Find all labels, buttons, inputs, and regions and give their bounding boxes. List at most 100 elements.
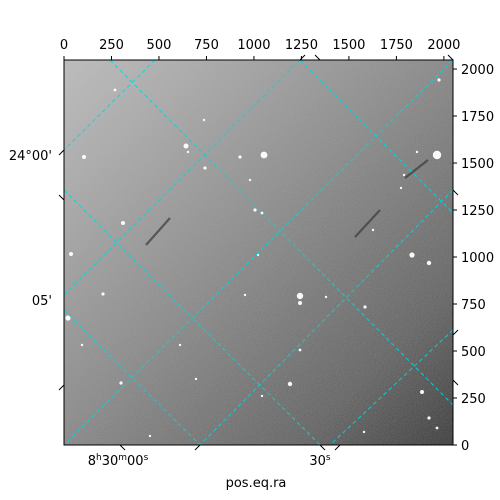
top-tick-label: 250 [99, 38, 124, 53]
frame-tick-mark [58, 194, 65, 201]
star [260, 211, 264, 215]
bottom-axis: 8h30m00s 30s [88, 453, 331, 469]
right-tick-label: 1000 [461, 251, 494, 266]
grid-line [64, 309, 201, 445]
grid-line [299, 60, 453, 214]
frame-tick-mark [119, 444, 126, 451]
right-axis: 0 250 500 750 1000 1250 1500 1750 2000 [453, 63, 494, 454]
star [80, 343, 84, 347]
plot-frame [63, 59, 454, 446]
grid-line [64, 189, 321, 445]
star [113, 88, 117, 92]
star [298, 301, 302, 305]
star [437, 78, 441, 82]
star [248, 178, 252, 182]
frame-tick-mark [452, 379, 459, 386]
frame-tick-mark [194, 444, 201, 451]
star [121, 221, 125, 225]
star [409, 252, 415, 258]
star [287, 381, 293, 387]
top-tick-label: 1000 [237, 38, 270, 53]
unit-superscript: h [96, 453, 102, 463]
star [82, 155, 86, 159]
star-field [65, 78, 442, 438]
star [238, 155, 242, 159]
left-tick-label: 24°00' [9, 149, 52, 164]
bottom-tick-label: 8h30m00s [88, 453, 149, 469]
right-tick-label: 750 [461, 298, 486, 313]
frame-tick-mark [299, 54, 306, 61]
star [202, 118, 206, 122]
star [399, 186, 403, 190]
star [256, 253, 260, 257]
unit-value: 8 [88, 454, 96, 469]
streak [145, 217, 171, 246]
grid-line [329, 329, 453, 445]
star [415, 150, 419, 154]
frame-tick-mark [319, 444, 326, 451]
star [119, 381, 123, 385]
frame-tick-mark [452, 189, 459, 196]
top-tick-label: 1750 [380, 38, 413, 53]
frame-tick-mark [334, 444, 341, 451]
frame-tick-mark [58, 149, 65, 156]
star [203, 166, 207, 170]
star [101, 292, 105, 296]
bottom-tick-label: 30s [309, 453, 331, 469]
right-tick-label: 2000 [461, 63, 494, 78]
star [420, 390, 424, 394]
x-axis-label: pos.eq.ra [226, 476, 287, 491]
right-tick-label: 1750 [461, 110, 494, 125]
right-tick-label: 1250 [461, 204, 494, 219]
top-tick-label: 750 [194, 38, 219, 53]
unit-superscript: s [144, 453, 149, 463]
image-panel [64, 60, 453, 445]
star [183, 143, 189, 149]
unit-value: 30 [309, 454, 326, 469]
star [253, 208, 257, 212]
top-tick-label: 1250 [285, 38, 318, 53]
star [427, 416, 431, 420]
star [432, 150, 442, 160]
top-tick-label: 500 [147, 38, 172, 53]
streak [404, 159, 429, 179]
frame-tick-mark [447, 54, 454, 61]
unit-value: 00 [127, 454, 144, 469]
frame-tick-mark [58, 384, 65, 391]
star [148, 434, 152, 438]
star [260, 151, 268, 159]
star [194, 377, 198, 381]
right-tick-label: 250 [461, 392, 486, 407]
grid-line [199, 189, 453, 445]
top-tick-label: 0 [60, 38, 68, 53]
star [298, 348, 302, 352]
frame-tick-mark [314, 54, 321, 61]
star [363, 305, 367, 309]
star [69, 252, 73, 256]
unit-superscript: m [118, 453, 127, 463]
top-axis: 0 250 500 750 1000 1250 1500 1750 2000 [60, 38, 460, 60]
star [371, 228, 375, 232]
star [324, 295, 328, 299]
star [426, 260, 432, 266]
right-tick-label: 0 [461, 439, 469, 454]
star [402, 173, 406, 177]
star [435, 426, 439, 430]
unit-value: 30 [102, 454, 119, 469]
left-tick-label: 05' [32, 294, 52, 309]
star [296, 292, 304, 300]
streak [354, 209, 381, 238]
star [65, 315, 71, 321]
star [178, 343, 182, 347]
satellite-streaks [145, 159, 429, 246]
star [362, 430, 366, 434]
grid-line [64, 60, 453, 445]
coordinate-grid [64, 60, 453, 445]
right-tick-label: 1500 [461, 157, 494, 172]
frame-tick-mark [452, 329, 459, 336]
right-tick-label: 500 [461, 345, 486, 360]
star [243, 293, 247, 297]
top-tick-label: 2000 [427, 38, 460, 53]
unit-superscript: s [326, 453, 331, 463]
